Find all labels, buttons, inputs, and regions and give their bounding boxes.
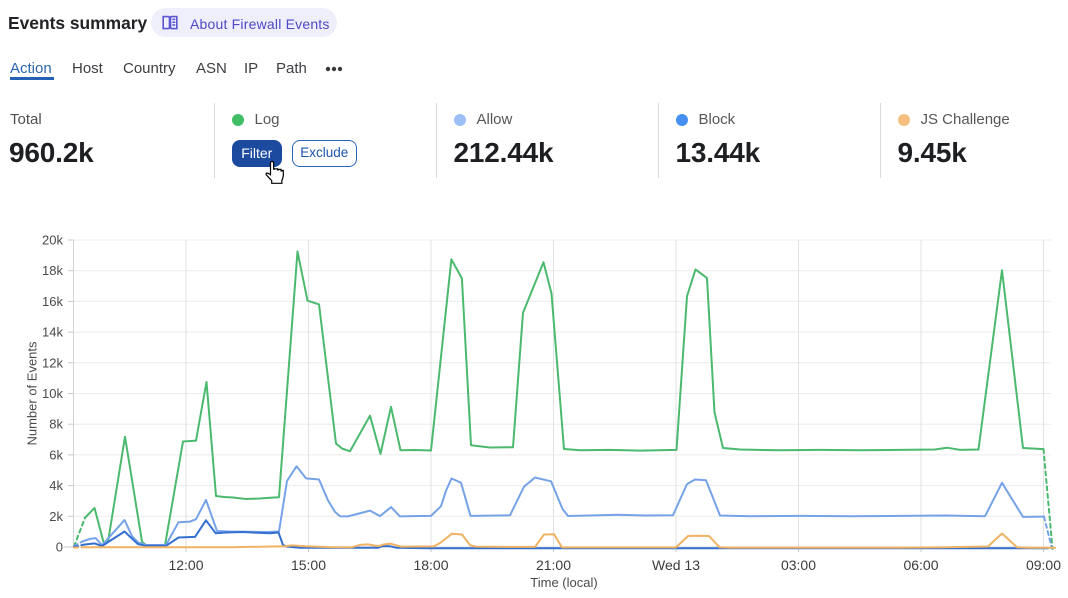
svg-text:Time (local): Time (local) [530,575,597,590]
svg-text:Number of Events: Number of Events [25,341,40,446]
svg-text:2k: 2k [49,509,63,524]
svg-text:21:00: 21:00 [536,557,571,573]
svg-text:Wed 13: Wed 13 [652,557,700,573]
svg-text:8k: 8k [49,417,63,432]
svg-text:0: 0 [56,540,63,555]
svg-text:16k: 16k [42,294,63,309]
svg-text:18:00: 18:00 [413,557,448,573]
svg-text:09:00: 09:00 [1026,557,1061,573]
svg-text:12k: 12k [42,355,63,370]
svg-text:06:00: 06:00 [903,557,938,573]
svg-text:4k: 4k [49,478,63,493]
svg-text:10k: 10k [42,386,63,401]
svg-text:12:00: 12:00 [168,557,203,573]
svg-text:6k: 6k [49,447,63,462]
svg-text:20k: 20k [42,233,63,248]
svg-text:15:00: 15:00 [291,557,326,573]
svg-text:03:00: 03:00 [781,557,816,573]
svg-text:18k: 18k [42,263,63,278]
svg-text:14k: 14k [42,325,63,340]
